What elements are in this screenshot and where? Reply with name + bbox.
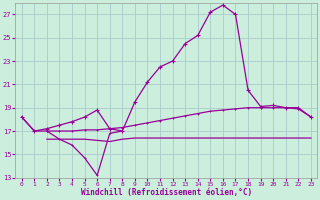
X-axis label: Windchill (Refroidissement éolien,°C): Windchill (Refroidissement éolien,°C) xyxy=(81,188,252,197)
